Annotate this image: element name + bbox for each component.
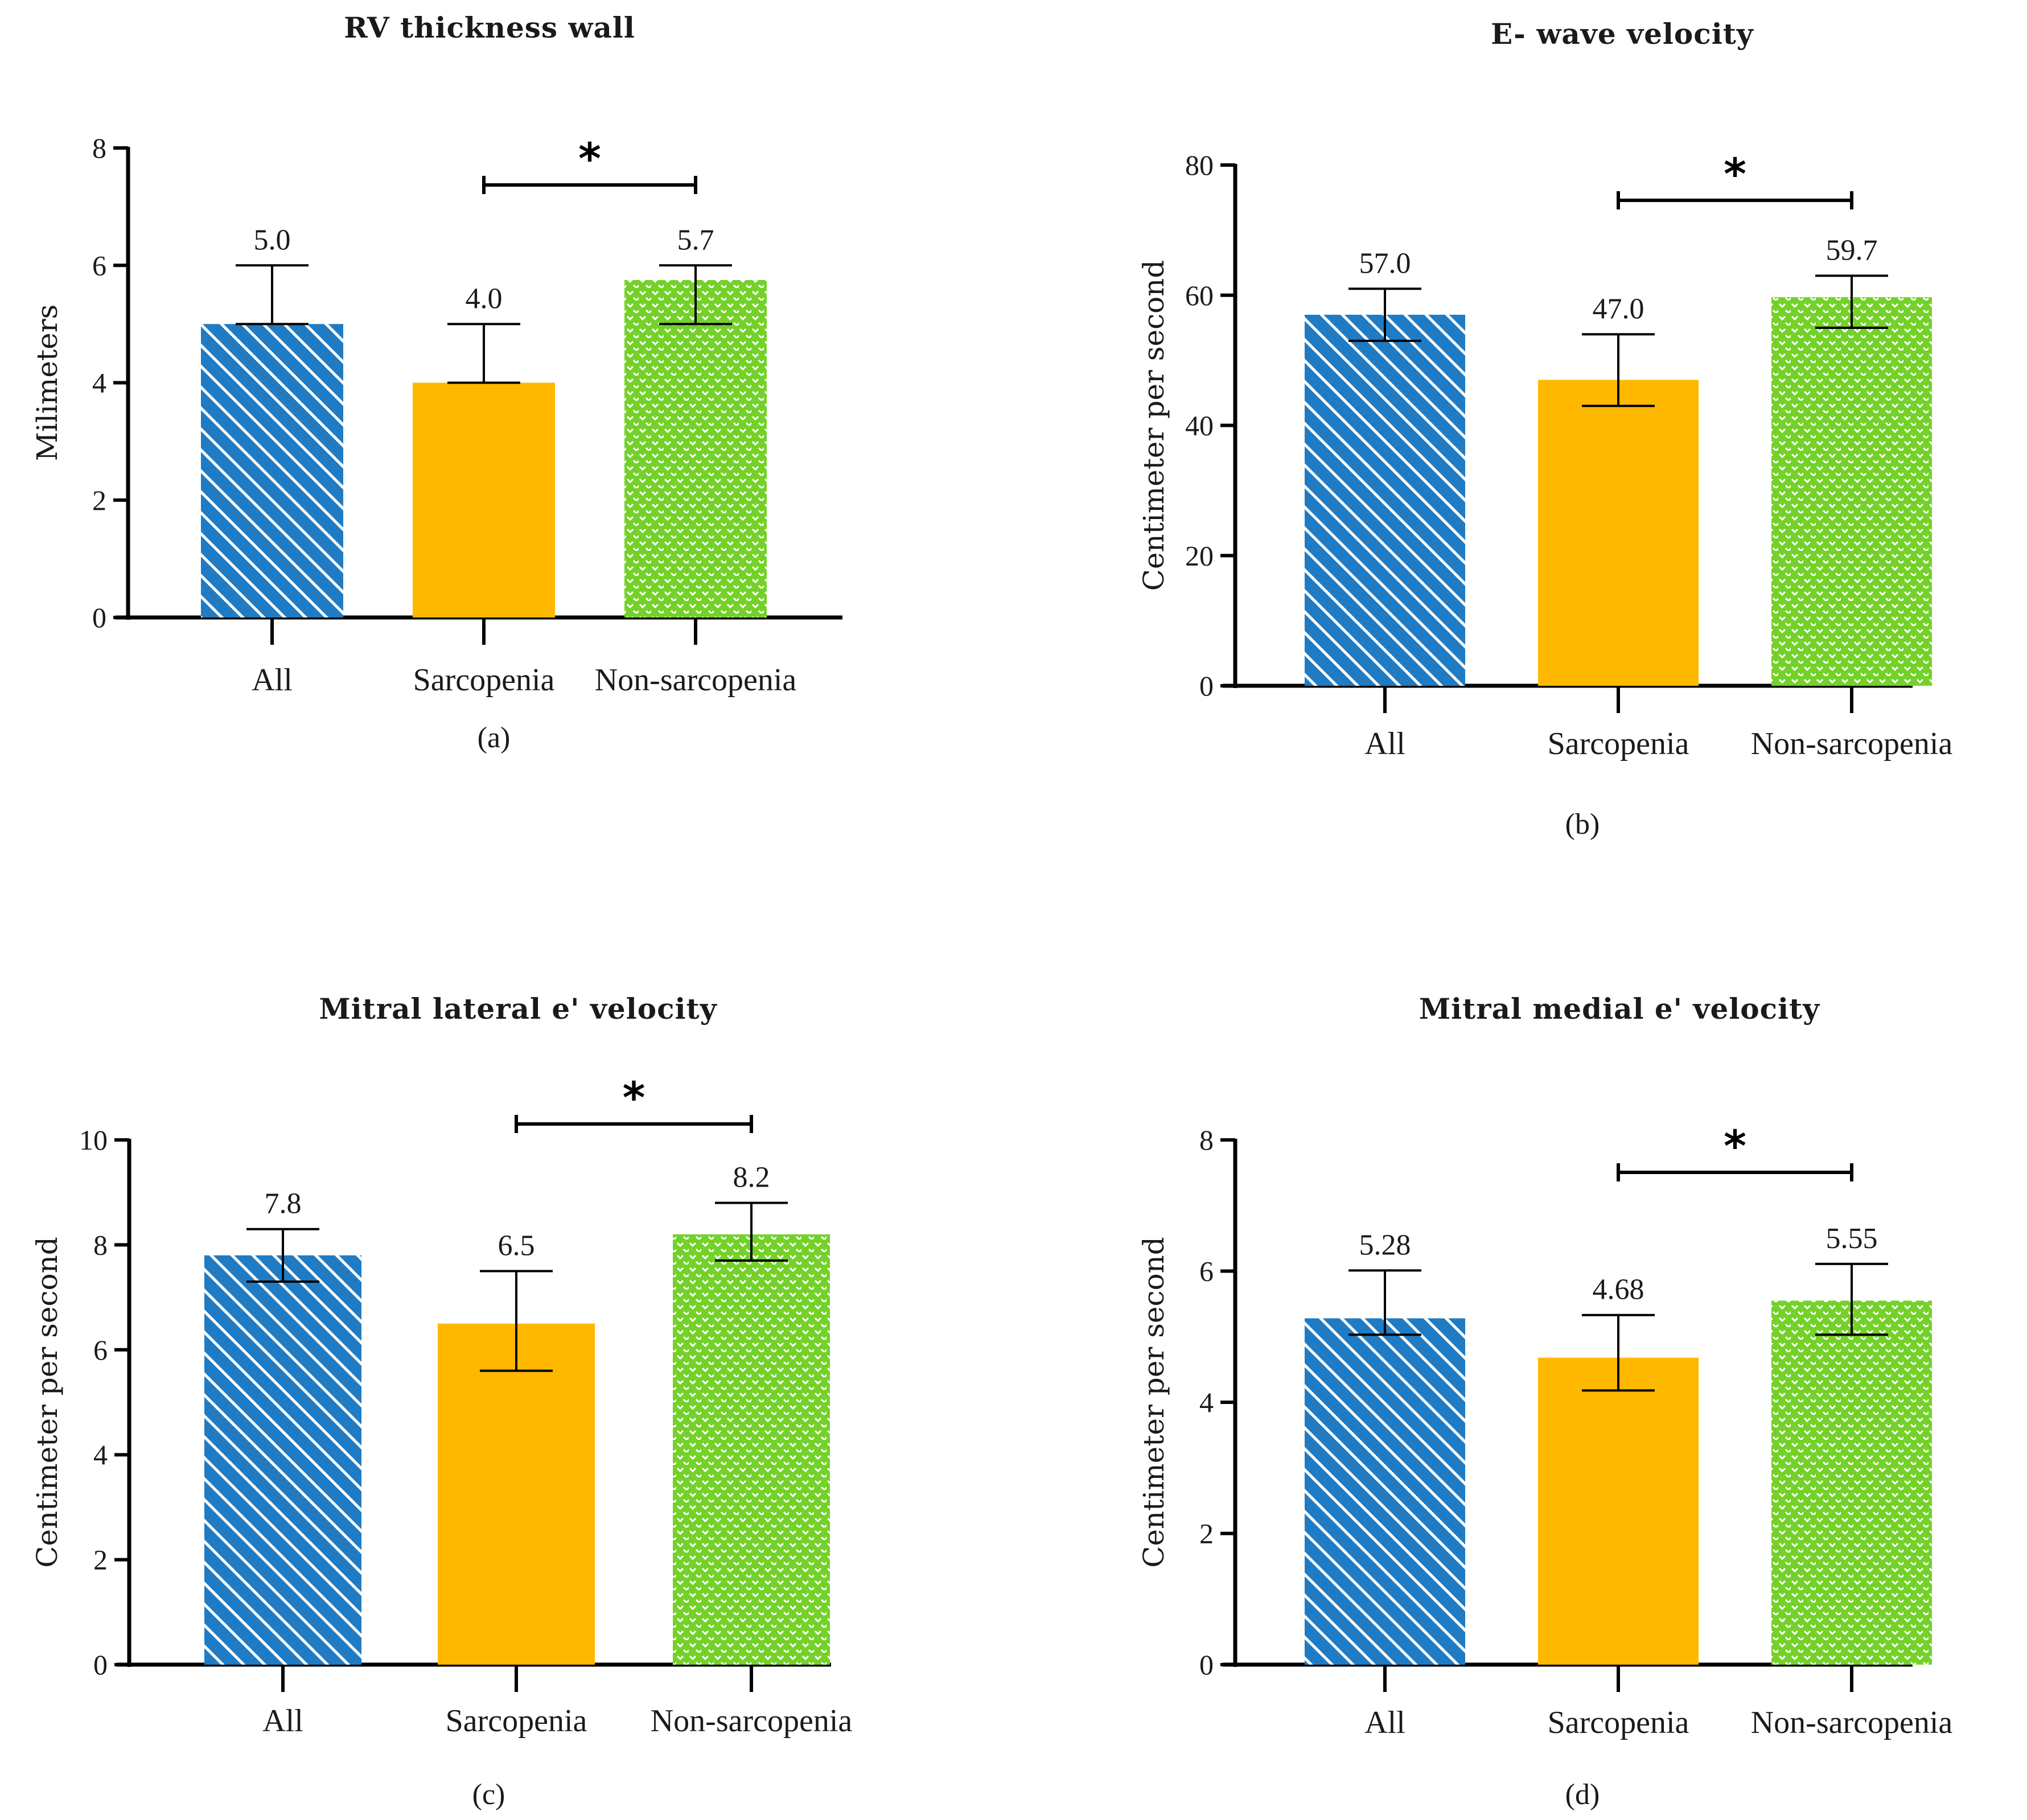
panel-c-value-label-2: 6.5 [498, 1230, 535, 1262]
panel-d-bar-3 [1771, 1300, 1932, 1665]
panel-a-value-label-2: 4.0 [466, 282, 503, 315]
panel-d-y-axis-title: Centimeter per second [1137, 1237, 1170, 1568]
panel-c-y-tick-label: 10 [79, 1124, 108, 1156]
panel-b-letter: (b) [1565, 808, 1600, 841]
panel-c-y-axis-title: Centimeter per second [31, 1237, 64, 1568]
panel-d-category-label-2: Sarcopenia [1548, 1705, 1689, 1740]
panel-c-y-tick-label: 0 [93, 1649, 108, 1681]
panel-b-y-tick-label: 0 [1199, 670, 1214, 702]
panel-a-value-label-3: 5.7 [677, 224, 714, 256]
panel-b-y-tick-label: 60 [1185, 279, 1214, 311]
panel-c-y-tick-label: 6 [93, 1334, 108, 1366]
panel-c-bar-1 [204, 1255, 361, 1665]
panel-c-significance-star: * [623, 1072, 645, 1123]
panel-d-value-label-1: 5.28 [1359, 1229, 1411, 1261]
panel-d-y-tick-label: 6 [1199, 1255, 1214, 1287]
panel-c-value-label-1: 7.8 [265, 1188, 302, 1220]
panel-a-category-label-3: Non-sarcopenia [595, 662, 797, 698]
panel-c-y-tick-label: 8 [93, 1229, 108, 1261]
panel-b-y-axis-title: Centimeter per second [1137, 260, 1170, 591]
panel-c-y-tick-label: 2 [93, 1544, 108, 1576]
panel-d-category-label-3: Non-sarcopenia [1751, 1705, 1953, 1740]
panel-d-value-label-2: 4.68 [1593, 1274, 1644, 1306]
panel-c-bar-3 [673, 1234, 830, 1665]
panel-a-bar-1 [201, 324, 343, 617]
panel-b-value-label-3: 59.7 [1826, 234, 1878, 266]
panel-b-value-label-2: 47.0 [1593, 293, 1644, 325]
panel-d-letter: (d) [1565, 1778, 1600, 1811]
panel-d-title: Mitral medial e' velocity [1419, 992, 1820, 1026]
panel-b-title: E- wave velocity [1491, 17, 1754, 51]
panel-a-y-tick-label: 8 [92, 132, 106, 164]
panel-a-significance-star: * [578, 133, 601, 184]
panel-b-significance-star: * [1724, 149, 1746, 199]
panel-d-y-tick-label: 8 [1199, 1124, 1214, 1156]
panel-b-category-label-2: Sarcopenia [1548, 726, 1689, 761]
panel-a-y-axis-title: Milimeters [31, 304, 64, 461]
panel-a-y-tick-label: 0 [92, 602, 106, 633]
panel-b-value-label-1: 57.0 [1359, 247, 1411, 279]
panel-c-category-label-1: All [262, 1703, 303, 1739]
panel-d-bar-1 [1305, 1318, 1465, 1665]
panel-a-bar-2 [413, 382, 555, 617]
panel-b-y-tick-label: 80 [1185, 149, 1214, 181]
panel-a-y-tick-label: 6 [92, 249, 106, 281]
panel-b-category-label-1: All [1364, 726, 1405, 761]
panel-a-value-label-1: 5.0 [254, 224, 291, 256]
panel-d-y-tick-label: 0 [1199, 1649, 1214, 1681]
panel-b-y-tick-label: 20 [1185, 540, 1214, 571]
panel-a-title: RV thickness wall [344, 11, 635, 44]
panel-c-bar-2 [438, 1323, 595, 1665]
panel-c-letter: (c) [472, 1778, 505, 1811]
panel-d-y-tick-label: 4 [1199, 1386, 1214, 1418]
panel-c-category-label-3: Non-sarcopenia [651, 1703, 853, 1739]
panel-a-letter: (a) [478, 722, 511, 754]
panel-b-category-label-3: Non-sarcopenia [1751, 726, 1953, 761]
panel-b-bar-1 [1305, 315, 1465, 686]
panel-a-bar-3 [624, 280, 767, 617]
panel-a-y-tick-label: 4 [92, 367, 106, 399]
panel-b-bar-2 [1538, 380, 1699, 686]
panel-c-title: Mitral lateral e' velocity [319, 992, 717, 1026]
panel-c-value-label-3: 8.2 [733, 1162, 770, 1194]
panel-b-y-tick-label: 40 [1185, 410, 1214, 442]
panel-d-significance-star: * [1724, 1121, 1746, 1171]
panel-d-category-label-1: All [1364, 1705, 1405, 1740]
panel-d-value-label-3: 5.55 [1826, 1222, 1878, 1255]
panel-a-category-label-1: All [252, 662, 293, 698]
panel-d-bar-2 [1538, 1357, 1699, 1665]
panel-a-y-tick-label: 2 [92, 484, 106, 516]
panel-b-bar-3 [1771, 297, 1932, 686]
panel-c-category-label-2: Sarcopenia [446, 1703, 587, 1739]
panel-a-category-label-2: Sarcopenia [413, 662, 555, 698]
panel-c-y-tick-label: 4 [93, 1439, 108, 1471]
panel-d-y-tick-label: 2 [1199, 1518, 1214, 1550]
